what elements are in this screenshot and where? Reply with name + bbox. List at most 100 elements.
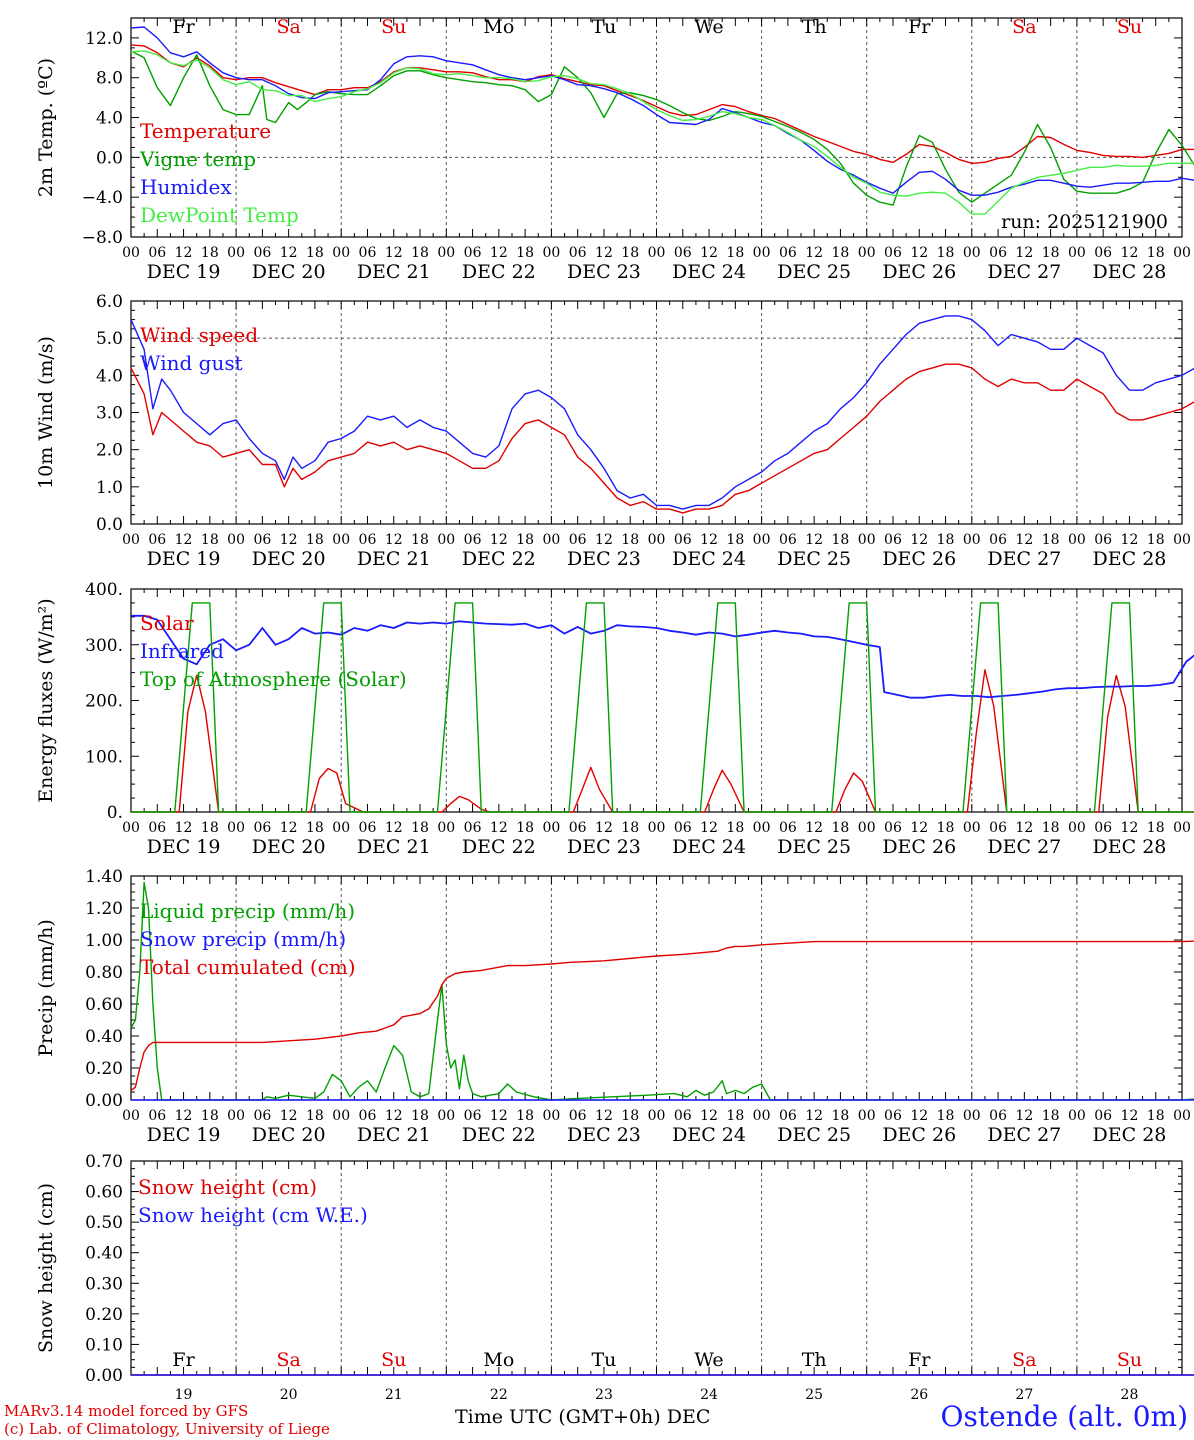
x-hour-tick-label: 12 (805, 245, 823, 261)
x-hour-tick-label: 00 (963, 820, 981, 836)
x-hour-tick-label: 12 (700, 532, 718, 548)
x-hour-tick-label: 00 (753, 532, 771, 548)
x-hour-tick-label: 12 (175, 1108, 193, 1124)
legend-entry: Temperature (140, 119, 271, 143)
x-day-label: DEC 22 (462, 261, 536, 283)
x-hour-tick-label: 00 (648, 1108, 666, 1124)
x-day-label: DEC 21 (357, 548, 431, 570)
x-hour-tick-label: 00 (542, 245, 560, 261)
weekday-label: Sa (276, 16, 300, 38)
x-day-label: DEC 27 (987, 1124, 1061, 1146)
y-tick-label: 0.00 (85, 1366, 123, 1386)
x-day-label: DEC 26 (882, 1124, 956, 1146)
x-hour-tick-label: 06 (779, 820, 797, 836)
y-tick-label: 1.00 (85, 931, 123, 951)
x-hour-tick-label: 12 (1121, 1108, 1139, 1124)
x-hour-tick-label: 18 (832, 820, 850, 836)
x-hour-tick-label: 00 (1068, 532, 1086, 548)
legend-entry: Wind speed (140, 323, 258, 347)
x-hour-tick-label: 00 (963, 532, 981, 548)
x-day-number: 22 (490, 1387, 508, 1403)
y-tick-label: 0.50 (85, 1213, 123, 1233)
x-hour-tick-label: 12 (280, 820, 298, 836)
x-hour-tick-label: 18 (832, 1108, 850, 1124)
x-day-label: DEC 23 (567, 836, 641, 858)
legend-entry: Vigne temp (139, 147, 256, 171)
x-hour-tick-label: 18 (201, 245, 219, 261)
x-hour-tick-label: 00 (1173, 820, 1191, 836)
series-line-wind-speed (130, 363, 1194, 514)
x-hour-tick-label: 12 (700, 820, 718, 836)
y-tick-label: 200. (85, 692, 123, 712)
x-hour-tick-label: 06 (674, 245, 692, 261)
x-hour-tick-label: 12 (1121, 532, 1139, 548)
x-day-number: 26 (910, 1387, 928, 1403)
x-axis-month: DEC (666, 1406, 711, 1428)
y-tick-label: 300. (85, 636, 123, 656)
x-hour-tick-label: 18 (201, 820, 219, 836)
x-hour-tick-label: 00 (648, 820, 666, 836)
x-hour-tick-label: 18 (201, 532, 219, 548)
weekday-label: Su (1117, 16, 1142, 38)
x-day-label: DEC 28 (1093, 1124, 1167, 1146)
x-day-number: 28 (1121, 1387, 1139, 1403)
x-hour-tick-label: 00 (122, 820, 140, 836)
x-hour-tick-label: 18 (937, 245, 955, 261)
y-tick-label: 5.0 (96, 329, 123, 349)
credit-lab: (c) Lab. of Climatology, University of L… (4, 1420, 330, 1438)
x-hour-tick-label: 12 (175, 820, 193, 836)
x-hour-tick-label: 18 (1147, 1108, 1165, 1124)
x-hour-tick-label: 18 (1147, 245, 1165, 261)
x-hour-tick-label: 12 (595, 820, 613, 836)
legend-entry: Humidex (140, 175, 232, 199)
y-tick-label: 1.40 (85, 867, 123, 887)
x-hour-tick-label: 06 (884, 245, 902, 261)
x-hour-tick-label: 00 (858, 245, 876, 261)
x-hour-tick-label: 06 (464, 1108, 482, 1124)
x-hour-tick-label: 18 (411, 820, 429, 836)
y-tick-label: 0.60 (85, 1183, 123, 1203)
x-hour-tick-label: 18 (621, 245, 639, 261)
x-hour-tick-label: 06 (989, 1108, 1007, 1124)
x-hour-tick-label: 18 (201, 1108, 219, 1124)
x-hour-tick-label: 00 (1068, 820, 1086, 836)
x-hour-tick-label: 06 (359, 532, 377, 548)
weekday-label: Su (381, 16, 406, 38)
y-tick-label: 0.0 (96, 148, 123, 168)
y-tick-label: 0. (107, 803, 123, 823)
x-hour-tick-label: 06 (359, 1108, 377, 1124)
x-hour-tick-label: 12 (385, 245, 403, 261)
y-tick-label: 4.0 (96, 366, 123, 386)
x-hour-tick-label: 06 (253, 1108, 271, 1124)
x-hour-tick-label: 06 (884, 532, 902, 548)
x-hour-tick-label: 12 (490, 1108, 508, 1124)
y-axis-label: 2m Temp. (ºC) (35, 58, 57, 197)
series-line-temperature (130, 44, 1194, 164)
y-tick-label: 0.40 (85, 1244, 123, 1264)
x-hour-tick-label: 12 (490, 532, 508, 548)
x-hour-tick-label: 06 (253, 532, 271, 548)
x-hour-tick-label: 12 (385, 532, 403, 548)
weekday-label: We (694, 16, 723, 38)
x-hour-tick-label: 06 (1094, 820, 1112, 836)
y-tick-label: 0.20 (85, 1059, 123, 1079)
x-hour-tick-label: 12 (910, 532, 928, 548)
y-tick-label: 0.30 (85, 1274, 123, 1294)
x-hour-tick-label: 12 (1015, 245, 1033, 261)
y-tick-label: 0.60 (85, 995, 123, 1015)
x-hour-tick-label: 18 (1042, 245, 1060, 261)
weekday-label: We (694, 1349, 723, 1371)
x-hour-tick-label: 12 (910, 820, 928, 836)
x-hour-tick-label: 06 (1094, 1108, 1112, 1124)
weekday-label: Mo (483, 1349, 514, 1371)
x-day-number: 23 (595, 1387, 613, 1403)
y-tick-label: 400. (85, 580, 123, 600)
x-hour-tick-label: 12 (805, 1108, 823, 1124)
x-hour-tick-label: 12 (910, 1108, 928, 1124)
weekday-label: Fr (908, 1349, 931, 1371)
x-hour-tick-label: 18 (621, 820, 639, 836)
weekday-label: Fr (172, 16, 195, 38)
x-hour-tick-label: 18 (832, 245, 850, 261)
x-hour-tick-label: 06 (674, 1108, 692, 1124)
